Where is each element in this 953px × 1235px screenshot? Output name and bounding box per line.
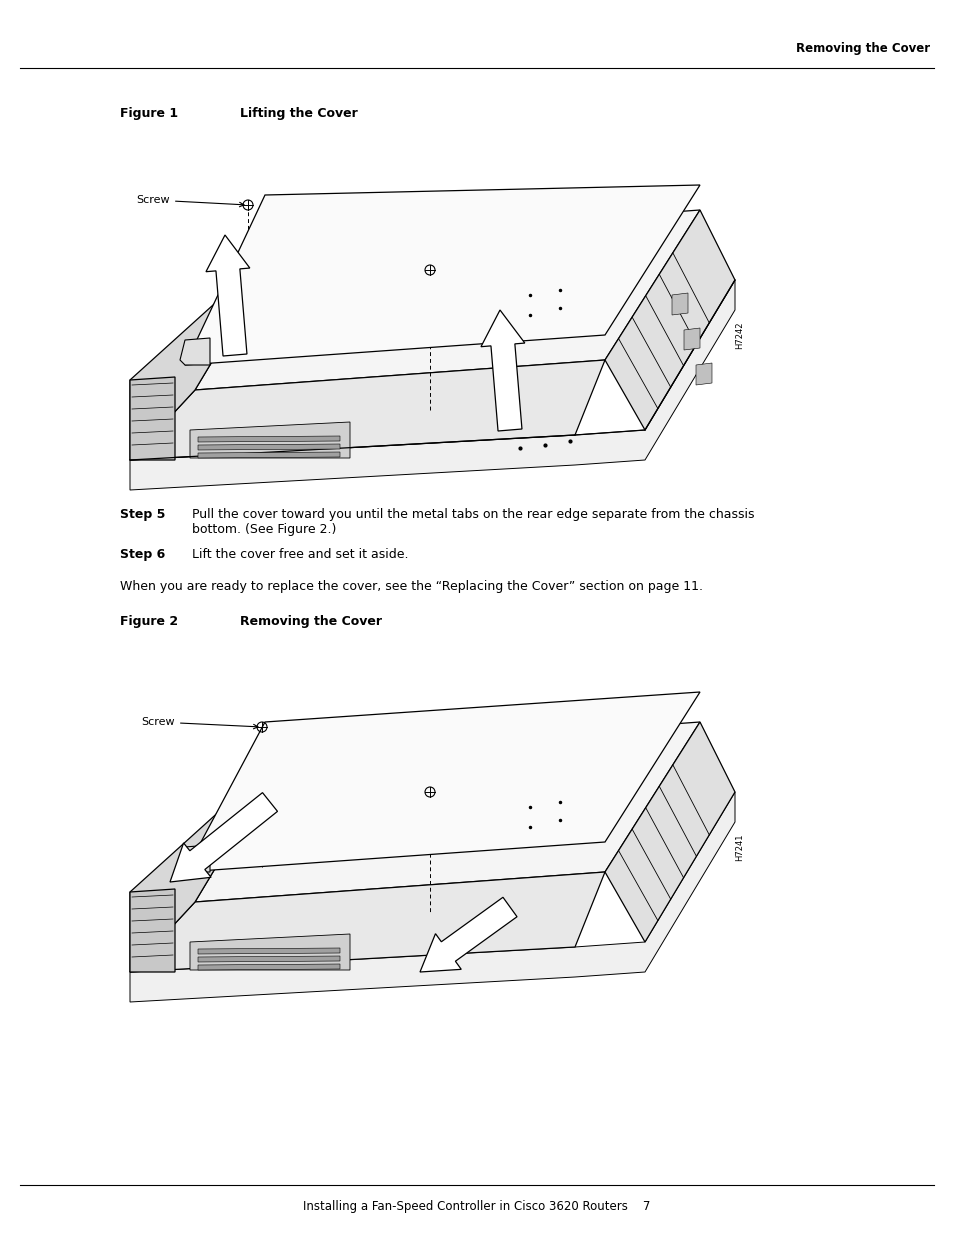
Polygon shape xyxy=(190,934,350,969)
Polygon shape xyxy=(180,338,210,366)
Polygon shape xyxy=(185,692,700,872)
Polygon shape xyxy=(185,185,700,366)
Text: H7241: H7241 xyxy=(735,834,743,861)
Polygon shape xyxy=(198,445,339,450)
Polygon shape xyxy=(604,722,734,942)
Polygon shape xyxy=(198,956,339,962)
Polygon shape xyxy=(198,452,339,458)
Text: When you are ready to replace the cover, see the “Replacing the Cover” section o: When you are ready to replace the cover,… xyxy=(120,580,702,593)
Polygon shape xyxy=(190,422,350,458)
Polygon shape xyxy=(683,329,700,350)
Polygon shape xyxy=(130,377,174,459)
Polygon shape xyxy=(194,722,700,902)
Polygon shape xyxy=(419,898,517,972)
Text: Figure 2: Figure 2 xyxy=(120,615,178,629)
Text: Screw: Screw xyxy=(141,718,257,729)
Polygon shape xyxy=(130,359,604,459)
Text: Screw: Screw xyxy=(136,195,244,206)
Polygon shape xyxy=(198,965,339,969)
Polygon shape xyxy=(130,889,174,972)
Text: Pull the cover toward you until the metal tabs on the rear edge separate from th: Pull the cover toward you until the meta… xyxy=(192,508,754,536)
Text: Step 5: Step 5 xyxy=(120,508,165,521)
Text: Installing a Fan-Speed Controller in Cisco 3620 Routers    7: Installing a Fan-Speed Controller in Cis… xyxy=(303,1200,650,1213)
Polygon shape xyxy=(198,436,339,442)
Polygon shape xyxy=(194,210,700,390)
Polygon shape xyxy=(180,845,210,872)
Text: Lift the cover free and set it aside.: Lift the cover free and set it aside. xyxy=(192,548,408,561)
Polygon shape xyxy=(170,793,277,882)
Text: H7242: H7242 xyxy=(735,321,743,348)
Polygon shape xyxy=(604,210,734,430)
Text: Lifting the Cover: Lifting the Cover xyxy=(240,107,357,120)
Polygon shape xyxy=(696,363,711,385)
Polygon shape xyxy=(130,872,604,972)
Text: Step 6: Step 6 xyxy=(120,548,165,561)
Polygon shape xyxy=(130,752,285,972)
Polygon shape xyxy=(671,293,687,315)
Polygon shape xyxy=(480,310,524,431)
Polygon shape xyxy=(206,235,250,356)
Text: Removing the Cover: Removing the Cover xyxy=(795,42,929,56)
Polygon shape xyxy=(130,240,285,459)
Polygon shape xyxy=(198,948,339,953)
Text: Removing the Cover: Removing the Cover xyxy=(240,615,381,629)
Text: Figure 1: Figure 1 xyxy=(120,107,178,120)
Polygon shape xyxy=(130,792,734,1002)
Polygon shape xyxy=(130,280,734,490)
